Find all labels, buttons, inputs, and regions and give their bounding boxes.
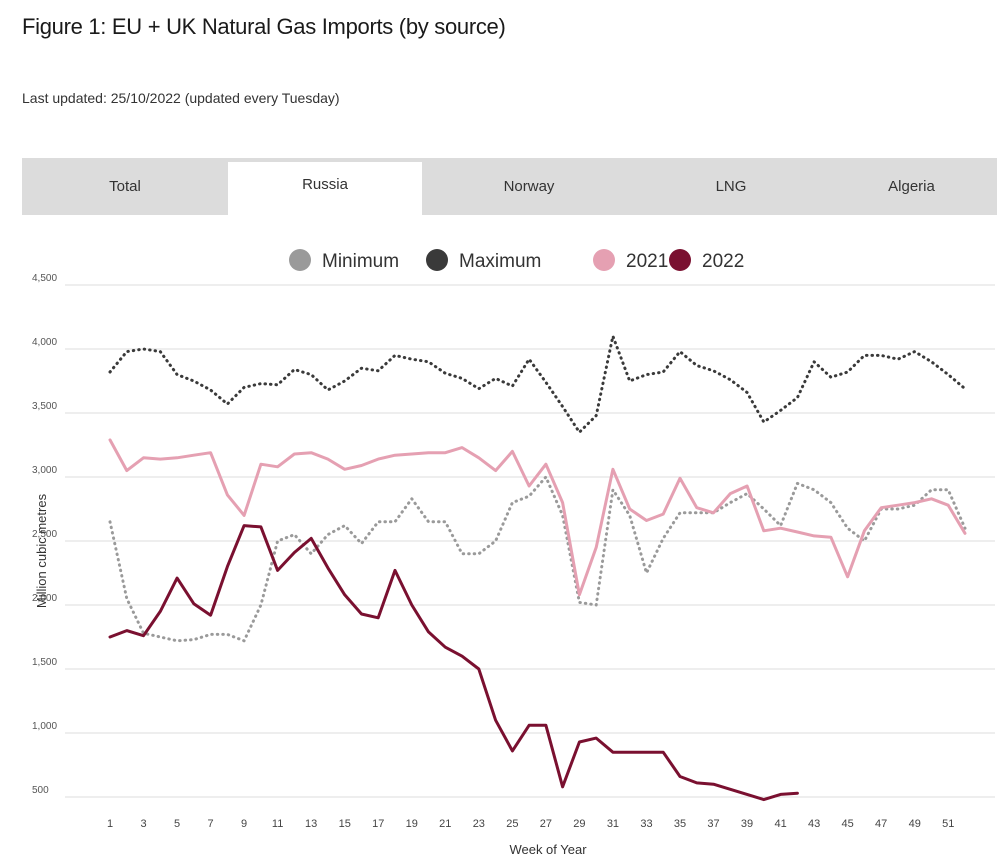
tab-label: Algeria xyxy=(888,178,935,195)
x-tick-label: 3 xyxy=(140,818,146,830)
legend-marker-2021 xyxy=(593,249,615,271)
x-tick-label: 41 xyxy=(774,818,786,830)
x-tick-label: 31 xyxy=(607,818,619,830)
series-line-minimum xyxy=(108,475,967,643)
last-updated-text: Last updated: 25/10/2022 (updated every … xyxy=(22,90,340,106)
x-tick-label: 7 xyxy=(208,818,214,830)
x-tick-label: 43 xyxy=(808,818,820,830)
tab-total[interactable]: Total xyxy=(22,158,228,215)
legend-marker-maximum xyxy=(426,249,448,271)
x-tick-label: 17 xyxy=(372,818,384,830)
tab-norway[interactable]: Norway xyxy=(422,158,636,215)
legend-marker-2022 xyxy=(669,249,691,271)
x-tick-label: 51 xyxy=(942,818,954,830)
y-tick-label: 4,500 xyxy=(32,273,57,284)
x-tick-label: 33 xyxy=(640,818,652,830)
figure-title: Figure 1: EU + UK Natural Gas Imports (b… xyxy=(22,14,506,39)
x-tick-label: 45 xyxy=(842,818,854,830)
x-tick-label: 15 xyxy=(339,818,351,830)
x-tick-label: 39 xyxy=(741,818,753,830)
y-tick-label: 2,000 xyxy=(32,593,57,604)
x-tick-label: 23 xyxy=(473,818,485,830)
tab-label: Russia xyxy=(302,176,348,193)
x-tick-label: 11 xyxy=(272,818,283,830)
y-tick-label: 500 xyxy=(32,785,49,796)
x-tick-label: 1 xyxy=(107,818,113,830)
series-line-2021 xyxy=(108,438,967,597)
tab-russia[interactable]: Russia xyxy=(228,162,422,215)
x-tick-label: 35 xyxy=(674,818,686,830)
series-line-maximum xyxy=(108,334,967,434)
x-tick-label: 13 xyxy=(305,818,317,830)
x-tick-label: 25 xyxy=(506,818,518,830)
y-tick-label: 1,000 xyxy=(32,721,57,732)
source-tabs: Total Russia Norway LNG Algeria xyxy=(22,158,997,215)
x-tick-label: 21 xyxy=(439,818,451,830)
tab-algeria[interactable]: Algeria xyxy=(826,158,997,215)
x-tick-label: 9 xyxy=(241,818,247,830)
x-tick-label: 37 xyxy=(707,818,719,830)
x-tick-label: 5 xyxy=(174,818,180,830)
series-line-2022 xyxy=(108,524,799,802)
x-tick-label: 19 xyxy=(406,818,418,830)
x-tick-label: 29 xyxy=(573,818,585,830)
y-tick-label: 1,500 xyxy=(32,657,57,668)
tab-label: Norway xyxy=(503,178,555,195)
x-tick-label: 49 xyxy=(909,818,921,830)
y-tick-label: 4,000 xyxy=(32,337,57,348)
line-chart: 500 1,000 1,500 2,000 2,500 3,000 3,500 4,000 4,… xyxy=(32,249,995,857)
y-tick-label: 3,500 xyxy=(32,401,57,412)
legend-marker-minimum xyxy=(289,249,311,271)
chart-container: 500 1,000 1,500 2,000 2,500 3,000 3,500 4,000 4,… xyxy=(0,230,1000,863)
legend-label: 2021 xyxy=(626,251,668,272)
tab-label: Total xyxy=(109,178,141,195)
legend-label: Minimum xyxy=(322,251,399,272)
x-tick-label: 27 xyxy=(540,818,552,830)
tab-lng[interactable]: LNG xyxy=(636,158,826,215)
y-tick-label: 2,500 xyxy=(32,529,57,540)
y-axis-title: Million cubic metres xyxy=(34,493,49,608)
tab-label: LNG xyxy=(715,178,747,195)
y-tick-label: 3,000 xyxy=(32,465,57,476)
x-axis-title: Week of Year xyxy=(509,842,587,857)
x-tick-label: 47 xyxy=(875,818,887,830)
legend-label: 2022 xyxy=(702,251,744,272)
legend-label: Maximum xyxy=(459,251,541,272)
